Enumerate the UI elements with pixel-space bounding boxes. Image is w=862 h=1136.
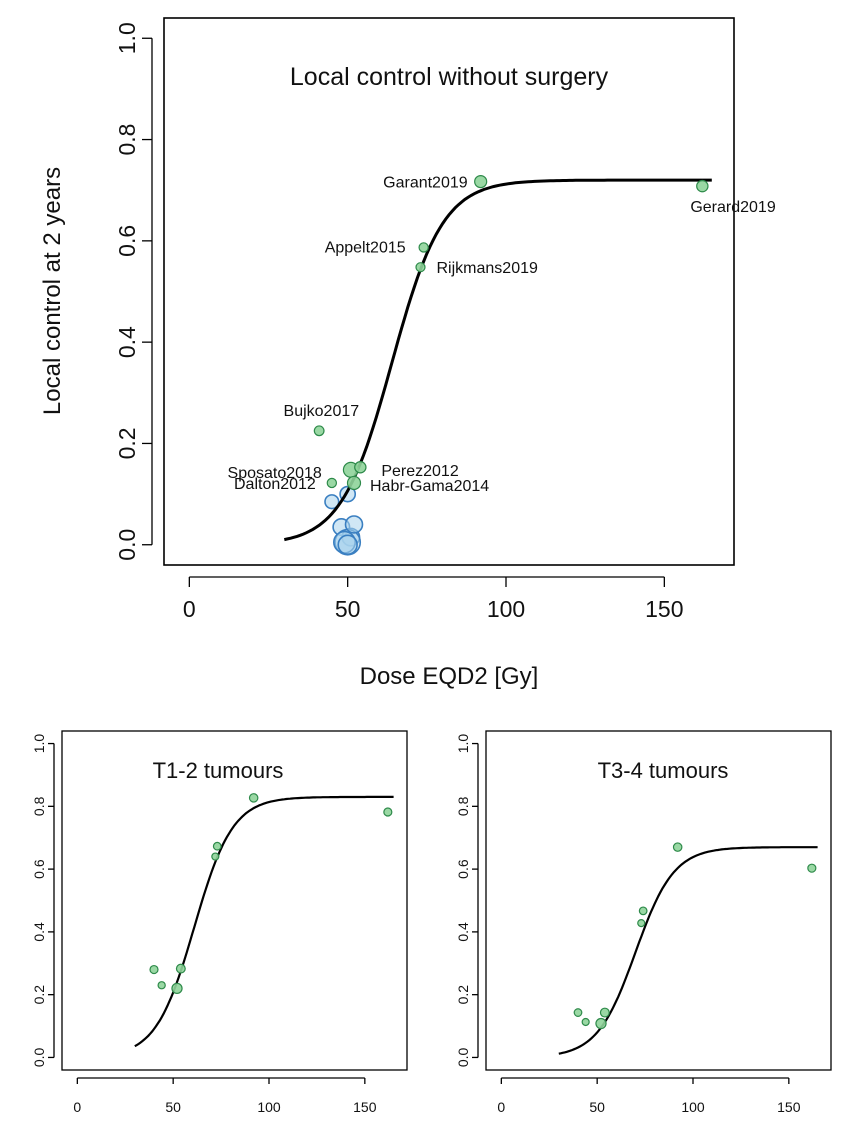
t34-x-tick-label: 150: [777, 1099, 801, 1115]
point-label-dalton2012: Dalton2012: [234, 476, 316, 493]
t12-plot-frame: [61, 730, 408, 1071]
t12-data-point: [211, 852, 220, 861]
t34-data-point: [672, 842, 683, 852]
point-label-habr-gama2014: Habr-Gama2014: [370, 478, 489, 495]
main-points-labeled: [313, 174, 709, 491]
t34-x-axis: 0 50 100 150: [497, 1077, 801, 1115]
main-data-point-gerard2019: [696, 179, 709, 193]
main-data-point-dalton2012: [326, 477, 338, 489]
t34-y-tick-label: 0.6: [455, 859, 471, 879]
main-data-point-rijkmans2019: [415, 262, 426, 273]
t12-curve-layer: [134, 795, 394, 1048]
point-label-garant2019: Garant2019: [383, 175, 468, 192]
chart-t1-2-tumours: T1-2 tumours 0 50 100 150 0.0 0.2 0.4 0.6 0.8 1.…: [31, 730, 408, 1115]
t12-data-point: [212, 841, 222, 851]
chart-main: Local control without surgery Dose EQD2 …: [39, 17, 776, 690]
t12-data-point: [157, 981, 166, 990]
main-chart-title: Local control without surgery: [290, 63, 609, 91]
t34-plot-frame: [485, 730, 832, 1071]
main-x-tick-label: 0: [183, 596, 196, 622]
t12-x-tick-label: 0: [73, 1099, 81, 1115]
main-data-point: [324, 494, 340, 510]
main-plot-frame: [163, 17, 735, 566]
chart-t3-4-tumours: T3-4 tumours 0 50 100 150 0.0 0.2 0.4 0.6 0.8 1.…: [455, 730, 832, 1115]
main-data-point: [344, 515, 364, 534]
t34-y-tick-label: 0.8: [455, 796, 471, 816]
main-x-tick-label: 100: [487, 596, 525, 622]
t12-x-tick-label: 150: [353, 1099, 377, 1115]
main-x-tick-label: 50: [335, 596, 361, 622]
t12-data-point: [149, 964, 159, 975]
t34-y-tick-label: 0.0: [455, 1048, 471, 1068]
main-y-tick-label: 0.2: [114, 427, 140, 459]
main-data-point-perez2012: [354, 461, 367, 474]
t34-points: [573, 842, 817, 1030]
point-label-bujko2017: Bujko2017: [284, 403, 360, 420]
main-data-point-habr-gama2014: [346, 475, 362, 491]
t34-x-tick-label: 100: [681, 1099, 705, 1115]
t34-y-tick-label: 1.0: [455, 734, 471, 754]
t12-y-tick-label: 0.4: [31, 922, 47, 942]
t12-y-tick-label: 0.2: [31, 985, 47, 1005]
main-y-axis-label: Local control at 2 years: [39, 167, 66, 415]
t34-chart-title: T3-4 tumours: [598, 758, 729, 783]
t12-fit-curve: [134, 795, 394, 1048]
point-label-appelt2015: Appelt2015: [325, 239, 406, 256]
t12-data-point: [248, 793, 259, 803]
point-label-perez2012: Perez2012: [381, 463, 458, 480]
main-y-tick-label: 0.6: [114, 225, 140, 257]
t34-data-point: [637, 918, 646, 928]
t34-y-tick-label: 0.4: [455, 922, 471, 942]
main-point-labels: Garant2019 Gerard2019 Appelt2015 Rijkmans20…: [228, 175, 776, 495]
main-x-axis-label: Dose EQD2 [Gy]: [360, 663, 539, 690]
t12-x-tick-label: 50: [165, 1099, 181, 1115]
t34-x-tick-label: 50: [589, 1099, 605, 1115]
t12-points: [149, 793, 393, 995]
t34-data-point: [638, 906, 648, 916]
point-label-rijkmans2019: Rijkmans2019: [437, 260, 538, 277]
point-label-sposato2018: Sposato2018: [228, 465, 322, 482]
t12-chart-title: T1-2 tumours: [153, 758, 284, 783]
t34-data-point: [573, 1008, 583, 1017]
main-data-point: [337, 534, 358, 555]
main-y-axis: 0.0 0.2 0.4 0.6 0.8 1.0: [114, 22, 153, 561]
t34-data-point: [595, 1017, 607, 1030]
t12-y-tick-label: 0.6: [31, 859, 47, 879]
main-data-point-garant2019: [474, 174, 488, 189]
point-label-gerard2019: Gerard2019: [690, 199, 775, 216]
t34-x-tick-label: 0: [497, 1099, 505, 1115]
t12-y-tick-label: 1.0: [31, 734, 47, 754]
t34-data-point: [807, 863, 817, 873]
t34-y-axis: 0.0 0.2 0.4 0.6 0.8 1.0: [455, 734, 479, 1068]
t12-data-point: [171, 982, 183, 995]
main-y-tick-label: 0.0: [114, 529, 140, 561]
main-x-axis: 0 50 100 150: [183, 576, 684, 622]
t12-data-point: [175, 963, 186, 974]
t12-y-tick-label: 0.8: [31, 796, 47, 816]
t12-data-point: [383, 807, 393, 817]
t12-x-tick-label: 100: [257, 1099, 281, 1115]
main-data-point-appelt2015: [418, 242, 429, 253]
main-y-tick-label: 0.4: [114, 326, 140, 358]
t12-y-tick-label: 0.0: [31, 1048, 47, 1068]
main-x-tick-label: 150: [645, 596, 683, 622]
t34-data-point: [599, 1007, 610, 1018]
main-y-tick-label: 1.0: [114, 22, 140, 54]
t34-y-tick-label: 0.2: [455, 985, 471, 1005]
t12-y-axis: 0.0 0.2 0.4 0.6 0.8 1.0: [31, 734, 55, 1068]
main-points-unlabeled: [324, 485, 364, 556]
main-y-tick-label: 0.8: [114, 124, 140, 156]
t34-data-point: [581, 1017, 590, 1027]
main-data-point-bujko2017: [313, 425, 325, 437]
t12-x-axis: 0 50 100 150: [73, 1077, 377, 1115]
